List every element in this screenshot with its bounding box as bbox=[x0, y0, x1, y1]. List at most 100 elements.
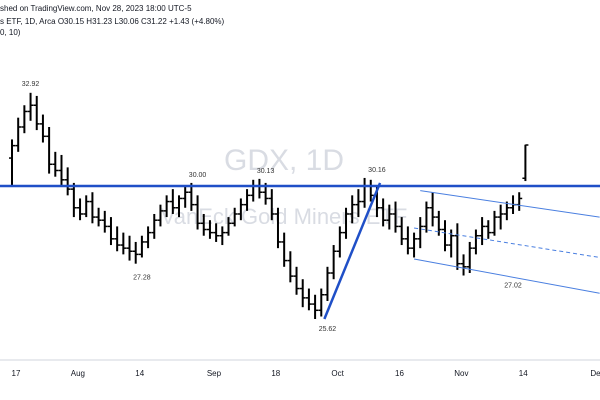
ohlc-bar bbox=[58, 154, 65, 187]
change-value: +1.43 (+4.80%) bbox=[169, 17, 225, 26]
ohlc-bar bbox=[39, 114, 46, 143]
ohlc-bar bbox=[219, 226, 226, 246]
ohlc-bar bbox=[423, 201, 430, 233]
ohlc-bar bbox=[250, 179, 257, 202]
ohlc-bar bbox=[392, 201, 399, 233]
ohlc-bar bbox=[479, 217, 486, 246]
time-axis: 17 Aug 14 Sep 18 Oct 16 Nov 14 Dec bbox=[0, 359, 600, 378]
close-value: C31.22 bbox=[141, 17, 167, 26]
ohlc-bar bbox=[145, 226, 152, 249]
ohlc-bar bbox=[417, 217, 424, 249]
ohlc-bar bbox=[305, 288, 312, 311]
ohlc-bar bbox=[188, 182, 195, 211]
ohlc-bar bbox=[77, 198, 84, 221]
ohlc-bar bbox=[522, 144, 529, 182]
ohlc-bar bbox=[213, 223, 220, 242]
price-annotation: 27.02 bbox=[504, 282, 522, 289]
ohlc-bar bbox=[274, 207, 281, 249]
x-tick-label: Dec bbox=[590, 369, 600, 378]
watermark-symbol: GDX, 1D bbox=[224, 144, 344, 177]
price-bars bbox=[9, 92, 529, 319]
ohlc-bar bbox=[52, 151, 59, 177]
ohlc-bar bbox=[386, 204, 393, 230]
ohlc-bar bbox=[132, 241, 139, 264]
price-annotation: 30.00 bbox=[189, 172, 207, 179]
drawn-lines bbox=[0, 182, 600, 320]
ohlc-bar bbox=[15, 117, 22, 152]
ohlc-bar bbox=[460, 254, 467, 276]
ohlc-bar bbox=[324, 266, 331, 301]
chart-header: shed on TradingView.com, Nov 28, 2023 18… bbox=[0, 0, 600, 40]
ohlc-bar bbox=[206, 220, 213, 239]
ohlc-bar bbox=[21, 105, 28, 134]
x-tick-label: 18 bbox=[271, 369, 280, 378]
ohlc-bar bbox=[491, 210, 498, 236]
ohlc-bar bbox=[441, 220, 448, 252]
price-annotation: 30.16 bbox=[368, 167, 386, 174]
x-tick-label: Aug bbox=[71, 369, 85, 378]
ohlc-bar bbox=[70, 182, 77, 218]
ohlc-bar bbox=[435, 210, 442, 236]
open-value: O30.15 bbox=[57, 17, 85, 26]
ohlc-bar bbox=[287, 251, 294, 283]
ohlc-bar bbox=[268, 189, 275, 221]
price-annotations: 32.92 27.28 30.00 30.13 25.62 30.16 27.02 bbox=[22, 81, 522, 333]
channel-upper[interactable] bbox=[420, 190, 600, 218]
x-tick-label: Oct bbox=[331, 369, 344, 378]
indicator-line: 0, 10) bbox=[0, 28, 21, 37]
ohlc-bar bbox=[95, 207, 102, 227]
ohlc-bar bbox=[318, 288, 325, 317]
ohlc-bar bbox=[46, 126, 53, 174]
high-value: H31.23 bbox=[86, 17, 113, 26]
ohlc-line: s ETF, 1D, Arca O30.15 H31.23 L30.06 C31… bbox=[0, 17, 224, 26]
ohlc-bar bbox=[182, 186, 189, 208]
ohlc-bar bbox=[336, 226, 343, 258]
ohlc-bar bbox=[107, 217, 114, 246]
ohlc-bar bbox=[64, 167, 71, 196]
ohlc-bar bbox=[83, 195, 90, 218]
x-tick-label: 16 bbox=[395, 369, 404, 378]
ohlc-bar bbox=[225, 217, 232, 236]
ohlc-bar bbox=[454, 223, 461, 270]
ohlc-bar bbox=[9, 139, 15, 187]
ohlc-bar bbox=[89, 192, 96, 224]
ohlc-bar bbox=[151, 213, 158, 239]
watermark: GDX, 1D VanEck Gold Miners ETF bbox=[161, 144, 408, 229]
x-tick-label: Sep bbox=[207, 369, 222, 378]
x-tick-label: Nov bbox=[454, 369, 468, 378]
ohlc-bar bbox=[163, 195, 170, 218]
ohlc-bar bbox=[281, 232, 288, 267]
ohlc-bar bbox=[349, 195, 356, 224]
ohlc-bar bbox=[231, 207, 238, 227]
price-annotation: 32.92 bbox=[22, 81, 40, 88]
ohlc-bar bbox=[411, 232, 418, 258]
ohlc-bar bbox=[516, 192, 523, 211]
ohlc-bar bbox=[404, 226, 411, 255]
ohlc-bar bbox=[497, 204, 504, 230]
trendline[interactable] bbox=[323, 182, 382, 320]
published-line: shed on TradingView.com, Nov 28, 2023 18… bbox=[0, 4, 192, 13]
ohlc-bar bbox=[176, 195, 183, 218]
ohlc-bar bbox=[398, 217, 405, 246]
ohlc-bar bbox=[33, 95, 40, 131]
x-tick-label: 17 bbox=[12, 369, 21, 378]
ohlc-bar bbox=[293, 266, 300, 295]
ohlc-bar bbox=[485, 220, 492, 239]
ohlc-bar bbox=[256, 178, 263, 199]
x-tick-label: 14 bbox=[519, 369, 528, 378]
ohlc-bar bbox=[237, 198, 244, 221]
low-value: L30.06 bbox=[114, 17, 139, 26]
channel-middle[interactable] bbox=[413, 227, 600, 258]
ohlc-bar bbox=[157, 204, 164, 227]
ohlc-bar bbox=[330, 245, 337, 280]
ohlc-bar bbox=[138, 235, 145, 258]
ohlc-bar bbox=[244, 189, 251, 211]
channel-lower[interactable] bbox=[413, 258, 600, 294]
ohlc-bar bbox=[169, 189, 176, 214]
ohlc-bar bbox=[114, 226, 121, 252]
price-annotation: 30.13 bbox=[257, 168, 275, 175]
ohlc-bar bbox=[120, 232, 127, 255]
ohlc-bar bbox=[101, 210, 108, 233]
ohlc-bar bbox=[299, 279, 306, 308]
